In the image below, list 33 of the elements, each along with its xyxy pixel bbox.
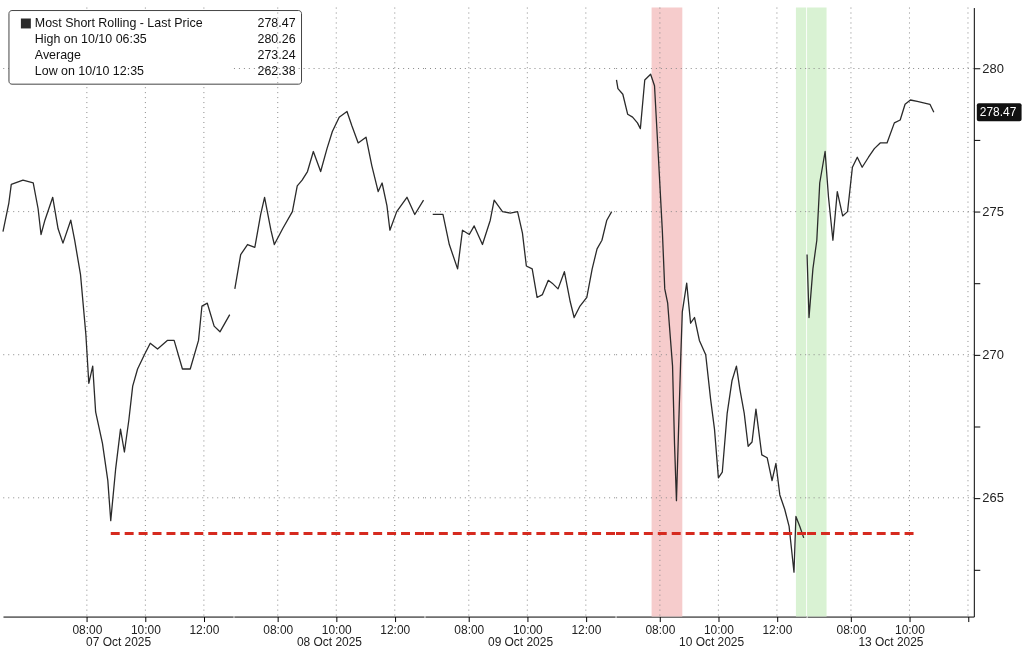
- x-tick-label: 10:00: [130, 622, 162, 637]
- x-axis-title: 08 Oct 2025: [296, 634, 363, 649]
- annotation: High on 10/10 06:35: [34, 32, 147, 47]
- x-axis-title: 07 Oct 2025: [86, 634, 152, 649]
- x-tick-label: 08:00: [72, 622, 103, 637]
- annotation: Average: [34, 48, 81, 63]
- x-tick-label: 08:00: [454, 622, 485, 637]
- y-tick-label: 265: [982, 490, 1004, 506]
- annotation: 262.38: [257, 64, 296, 79]
- x-tick-label: 08:00: [645, 622, 676, 637]
- y-tick-label: 275: [982, 204, 1004, 220]
- x-tick-label: 12:00: [762, 622, 793, 637]
- x-tick-label: 10:00: [321, 622, 353, 637]
- x-tick-label: 12:00: [380, 622, 411, 637]
- legend-label: Most Short Rolling - Last Price: [34, 16, 203, 31]
- x-axis-title: 10 Oct 2025: [679, 634, 745, 649]
- line-series: [806, 99, 935, 319]
- x-axis-title: 09 Oct 2025: [487, 634, 554, 649]
- x-tick-label: 12:00: [189, 622, 220, 637]
- x-tick-label: 08:00: [263, 622, 294, 637]
- y-tick-label: 280: [982, 60, 1004, 76]
- annotation: 273.24: [257, 48, 296, 63]
- annotation: 280.26: [257, 32, 296, 47]
- annotation: 278.47: [257, 16, 296, 31]
- x-axis-title: 13 Oct 2025: [858, 634, 924, 649]
- annotation: Low on 10/10 12:35: [34, 64, 145, 79]
- x-tick-label: 10:00: [512, 622, 544, 637]
- x-tick-label: 12:00: [571, 622, 602, 637]
- x-tick-label: 10:00: [895, 622, 926, 637]
- text: 278.47: [979, 105, 1017, 120]
- x-tick-label: 08:00: [836, 622, 867, 637]
- x-tick-label: 10:00: [703, 622, 735, 637]
- y-tick-label: 270: [982, 347, 1004, 363]
